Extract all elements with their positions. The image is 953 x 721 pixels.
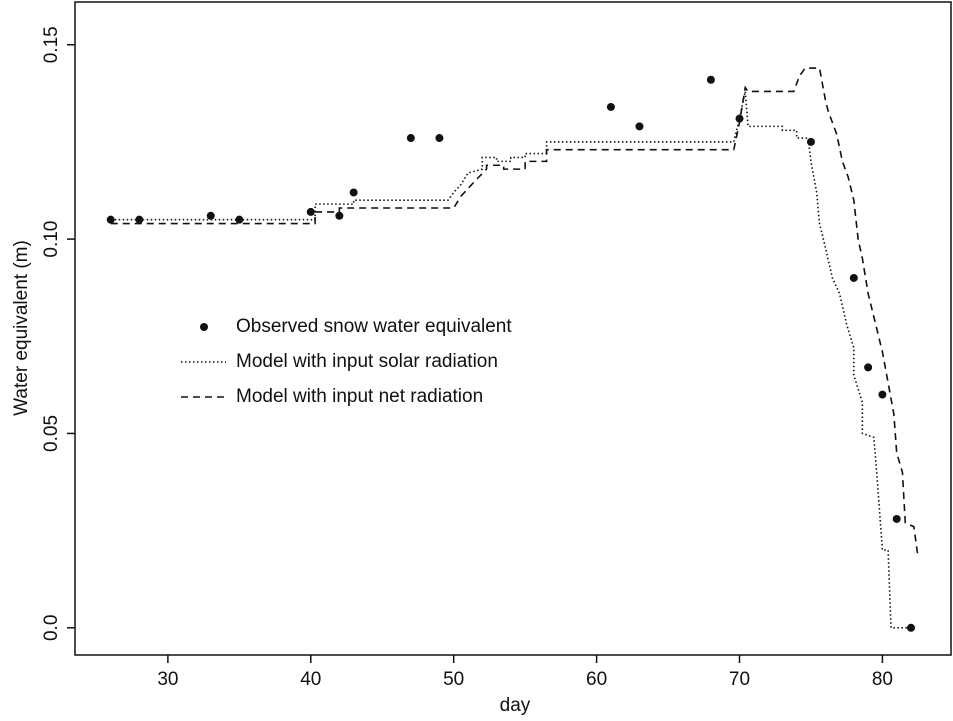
observed-point bbox=[735, 114, 744, 123]
observed-point bbox=[864, 363, 873, 372]
observed-point bbox=[335, 211, 344, 220]
observed-point bbox=[435, 134, 444, 143]
observed-point bbox=[206, 211, 215, 220]
model-line bbox=[110, 91, 911, 629]
y-tick-label: 0.05 bbox=[41, 415, 62, 452]
legend-label: Model with input solar radiation bbox=[236, 351, 498, 372]
observed-point bbox=[906, 623, 915, 632]
x-tick-label: 80 bbox=[872, 669, 893, 690]
legend-marker bbox=[200, 323, 208, 331]
model-line bbox=[110, 67, 919, 558]
observed-point bbox=[849, 273, 858, 282]
x-tick-label: 50 bbox=[443, 669, 464, 690]
observed-point bbox=[406, 134, 415, 143]
x-tick-label: 40 bbox=[300, 669, 321, 690]
legend-label: Observed snow water equivalent bbox=[236, 316, 512, 337]
y-tick-label: 0.15 bbox=[41, 26, 62, 63]
observed-point bbox=[306, 207, 315, 216]
plot-frame bbox=[74, 1, 952, 656]
y-tick-label: 0.0 bbox=[41, 615, 62, 641]
observed-point bbox=[635, 122, 644, 131]
observed-point bbox=[892, 514, 901, 523]
x-tick-label: 70 bbox=[729, 669, 750, 690]
x-axis-label: day bbox=[500, 695, 531, 716]
y-tick-label: 0.10 bbox=[41, 221, 62, 258]
observed-point bbox=[349, 188, 358, 197]
legend-label: Model with input net radiation bbox=[236, 386, 483, 407]
observed-point bbox=[606, 102, 615, 111]
observed-point bbox=[878, 390, 887, 399]
y-axis-label: Water equivalent (m) bbox=[11, 240, 32, 416]
observed-point bbox=[706, 75, 715, 84]
x-tick-label: 60 bbox=[586, 669, 607, 690]
x-tick-label: 30 bbox=[157, 669, 178, 690]
